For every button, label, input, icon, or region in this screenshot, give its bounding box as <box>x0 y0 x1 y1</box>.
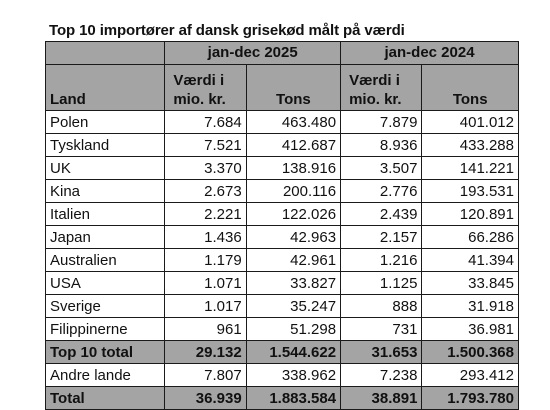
cell-tons-2025: 51.298 <box>245 317 342 341</box>
cell-tons-2025: 463.480 <box>245 110 342 134</box>
header-row-columns: Land Værdi i mio. kr. Tons Værdi i mio. kr… <box>44 64 519 111</box>
cell-tons-2025: 200.116 <box>245 179 342 203</box>
header-vaerdi-line2: mio. kr. <box>349 91 402 108</box>
cell-tons-2025: 122.026 <box>245 202 342 226</box>
cell-value-2024: 1.125 <box>340 271 423 295</box>
cell-value-2025: 1.017 <box>164 294 247 318</box>
table-row: Tyskland 7.521 412.687 8.936 433.288 <box>44 133 519 157</box>
cell-land: Polen <box>44 110 166 134</box>
cell-value-2025: 961 <box>164 317 247 341</box>
cell-value-2025: 7.521 <box>164 133 247 157</box>
header-vaerdi-2025: Værdi i mio. kr. <box>164 64 247 111</box>
table-row: UK 3.370 138.916 3.507 141.221 <box>44 156 519 180</box>
cell-value-2024: 2.157 <box>340 225 423 249</box>
table-row: Filippinerne 961 51.298 731 36.981 <box>44 317 519 341</box>
cell-tons-2025: 35.247 <box>245 294 342 318</box>
other-countries-row: Andre lande 7.807 338.962 7.238 293.412 <box>44 363 519 387</box>
cell-value-2025: 3.370 <box>164 156 247 180</box>
cell-value-2025: 7.684 <box>164 110 247 134</box>
cell-value-2025: 7.807 <box>164 363 247 387</box>
cell-tons-2025: 138.916 <box>245 156 342 180</box>
table-row: USA 1.071 33.827 1.125 33.845 <box>44 271 519 295</box>
cell-tons-2024: 193.531 <box>421 179 519 203</box>
cell-tons-2025: 33.827 <box>245 271 342 295</box>
cell-value-2025: 36.939 <box>164 386 247 410</box>
cell-tons-2024: 41.394 <box>421 248 519 272</box>
top10-total-row: Top 10 total 29.132 1.544.622 31.653 1.5… <box>44 340 519 364</box>
cell-value-2025: 29.132 <box>164 340 247 364</box>
cell-value-2025: 2.673 <box>164 179 247 203</box>
table-row: Polen 7.684 463.480 7.879 401.012 <box>44 110 519 134</box>
cell-tons-2025: 42.961 <box>245 248 342 272</box>
cell-land: Andre lande <box>44 363 166 387</box>
cell-value-2024: 38.891 <box>340 386 423 410</box>
cell-value-2024: 731 <box>340 317 423 341</box>
table-row: Australien 1.179 42.961 1.216 41.394 <box>44 248 519 272</box>
header-vaerdi-2024: Værdi i mio. kr. <box>340 64 423 111</box>
cell-land: Sverige <box>44 294 166 318</box>
cell-value-2024: 2.439 <box>340 202 423 226</box>
cell-land: UK <box>44 156 166 180</box>
imports-table: jan-dec 2025 jan-dec 2024 Land Værdi i mi… <box>44 41 519 410</box>
cell-value-2024: 7.238 <box>340 363 423 387</box>
cell-tons-2024: 36.981 <box>421 317 519 341</box>
cell-value-2024: 3.507 <box>340 156 423 180</box>
table-row: Sverige 1.017 35.247 888 31.918 <box>44 294 519 318</box>
cell-tons-2024: 120.891 <box>421 202 519 226</box>
cell-value-2024: 888 <box>340 294 423 318</box>
cell-land: Italien <box>44 202 166 226</box>
header-tons-2024: Tons <box>421 64 519 111</box>
header-tons-2025: Tons <box>245 64 342 111</box>
table-row: Japan 1.436 42.963 2.157 66.286 <box>44 225 519 249</box>
cell-tons-2024: 433.288 <box>421 133 519 157</box>
cell-land: USA <box>44 271 166 295</box>
cell-value-2024: 7.879 <box>340 110 423 134</box>
cell-tons-2025: 1.544.622 <box>245 340 342 364</box>
header-period-2025: jan-dec 2025 <box>164 41 342 65</box>
cell-tons-2025: 412.687 <box>245 133 342 157</box>
cell-value-2025: 1.071 <box>164 271 247 295</box>
header-empty-cell <box>44 41 166 65</box>
cell-value-2024: 2.776 <box>340 179 423 203</box>
cell-tons-2025: 338.962 <box>245 363 342 387</box>
cell-tons-2024: 31.918 <box>421 294 519 318</box>
cell-land: Top 10 total <box>44 340 166 364</box>
cell-tons-2024: 66.286 <box>421 225 519 249</box>
cell-tons-2024: 401.012 <box>421 110 519 134</box>
cell-tons-2025: 42.963 <box>245 225 342 249</box>
cell-value-2025: 1.179 <box>164 248 247 272</box>
cell-land: Tyskland <box>44 133 166 157</box>
header-vaerdi-line1: Værdi i <box>173 72 225 89</box>
cell-land: Kina <box>44 179 166 203</box>
cell-tons-2024: 141.221 <box>421 156 519 180</box>
header-vaerdi-line2: mio. kr. <box>173 91 226 108</box>
header-vaerdi-line1: Værdi i <box>349 72 400 89</box>
header-land: Land <box>44 64 166 111</box>
table-row: Kina 2.673 200.116 2.776 193.531 <box>44 179 519 203</box>
cell-land: Filippinerne <box>44 317 166 341</box>
cell-land: Australien <box>44 248 166 272</box>
cell-tons-2025: 1.883.584 <box>245 386 342 410</box>
cell-value-2024: 31.653 <box>340 340 423 364</box>
cell-value-2024: 8.936 <box>340 133 423 157</box>
header-period-2024: jan-dec 2024 <box>340 41 519 65</box>
header-row-periods: jan-dec 2025 jan-dec 2024 <box>44 41 519 65</box>
grand-total-row: Total 36.939 1.883.584 38.891 1.793.780 <box>44 386 519 410</box>
cell-tons-2024: 1.793.780 <box>421 386 519 410</box>
cell-value-2025: 2.221 <box>164 202 247 226</box>
table-title: Top 10 importører af dansk grisekød målt… <box>49 22 405 39</box>
cell-tons-2024: 1.500.368 <box>421 340 519 364</box>
cell-land: Japan <box>44 225 166 249</box>
cell-land: Total <box>44 386 166 410</box>
cell-tons-2024: 293.412 <box>421 363 519 387</box>
cell-value-2024: 1.216 <box>340 248 423 272</box>
cell-tons-2024: 33.845 <box>421 271 519 295</box>
table-row: Italien 2.221 122.026 2.439 120.891 <box>44 202 519 226</box>
cell-value-2025: 1.436 <box>164 225 247 249</box>
